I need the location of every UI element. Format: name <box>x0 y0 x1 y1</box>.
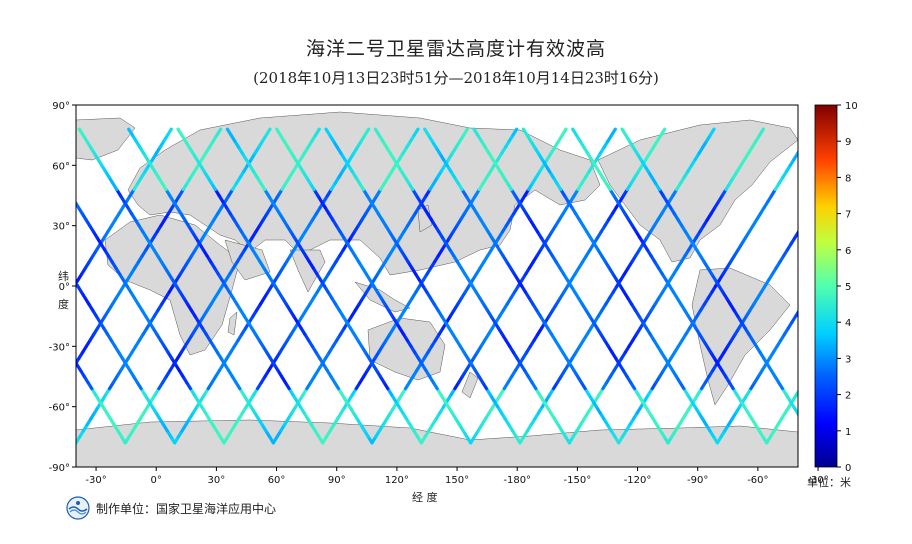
longitude-tick: -90° <box>687 475 708 486</box>
latitude-tick: 90° <box>52 101 70 112</box>
longitude-tick: 90° <box>328 475 346 486</box>
longitude-tick: -60° <box>747 475 768 486</box>
australia-land <box>367 317 446 381</box>
longitude-label: 经 度 <box>412 491 438 504</box>
longitude-tick: 60° <box>268 475 286 486</box>
colorbar-tick: 5 <box>845 282 851 293</box>
longitude-tick: -150° <box>564 475 592 486</box>
longitude-tick: -30° <box>807 475 828 486</box>
longitude-tick: 30° <box>208 475 226 486</box>
longitude-tick: -180° <box>503 475 531 486</box>
colorbar-tick: 2 <box>845 391 851 402</box>
longitude-tick: -120° <box>624 475 652 486</box>
latitude-tick: -90° <box>49 463 70 474</box>
colorbar-tick: 3 <box>845 354 851 365</box>
colorbar-tick: 0 <box>845 463 851 474</box>
longitude-axis: -30° 0° 30° 60° 90° 120° 150° -180° -150° -120° -9… <box>85 467 829 486</box>
colorbar-unit: 单位：米 <box>807 476 851 489</box>
longitude-tick: 120° <box>385 475 409 486</box>
latitude-axis: 90° 60° 30° 0° -30° -60° -90° <box>49 101 76 474</box>
colorbar-tick: 1 <box>845 427 851 438</box>
colorbar-tick: 4 <box>845 318 851 329</box>
nsoas-logo-icon <box>66 496 90 520</box>
india-land <box>289 249 326 293</box>
latitude-label-top: 纬 <box>58 270 69 283</box>
producer-label: 制作单位：国家卫星海洋应用中心 <box>96 502 277 516</box>
latitude-tick: 60° <box>52 161 70 172</box>
latitude-tick: -60° <box>49 403 70 414</box>
latitude-tick: 0° <box>59 282 70 293</box>
colorbar-tick: 8 <box>845 173 851 184</box>
new-zealand-land <box>461 371 479 399</box>
swh-tracks <box>76 127 798 445</box>
map-title: 海洋二号卫星雷达高度计有效波高 <box>305 38 606 60</box>
colorbar-tick: 6 <box>845 246 851 257</box>
latitude-label-bottom: 度 <box>58 298 69 311</box>
latitude-tick: -30° <box>49 342 70 353</box>
colorbar <box>814 104 838 468</box>
south-america-land <box>691 267 791 406</box>
colorbar-tick: 10 <box>845 101 858 112</box>
longitude-tick: -30° <box>85 475 106 486</box>
madagascar-land <box>227 311 238 336</box>
colorbar-tick: 9 <box>845 137 851 148</box>
arabia-land <box>224 239 271 281</box>
map-subtitle: (2018年10月13日23时51分—2018年10月14日23时16分) <box>253 69 659 87</box>
longitude-tick: 0° <box>151 475 162 486</box>
longitude-tick: 150° <box>445 475 469 486</box>
colorbar-tick: 7 <box>845 210 851 221</box>
latitude-tick: 30° <box>52 222 70 233</box>
